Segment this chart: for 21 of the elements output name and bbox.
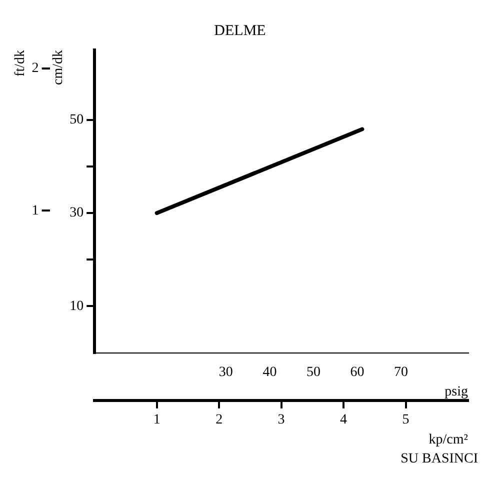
y2-tick-label: 1 [32, 203, 39, 218]
x2-tick-label: 70 [394, 364, 408, 380]
y-tick-label: 30 [70, 206, 84, 221]
x2-tick-label: 50 [306, 364, 320, 380]
y-axis-title: cm/dk [50, 50, 66, 85]
x-tick-label: 5 [402, 412, 410, 428]
x-tick-label: 1 [153, 412, 160, 428]
y2-tick-label: 2 [32, 61, 39, 76]
x-tick-label: 2 [216, 412, 223, 428]
y2-axis-title: ft/dk [13, 50, 28, 76]
chart-title: DELME [214, 22, 266, 39]
x2-tick-label: 30 [218, 364, 233, 380]
text: SU BASINCI [400, 452, 478, 467]
x2-tick-label: 40 [262, 364, 277, 380]
x2-tick-label: 60 [350, 364, 364, 380]
y-tick-label: 50 [70, 112, 84, 128]
y-tick-label: 10 [70, 298, 84, 314]
x-axis-title: kp/cm² [428, 432, 468, 448]
x-tick-label: 4 [340, 412, 348, 428]
x-tick-label: 3 [278, 412, 285, 428]
x2-axis-title: psig [444, 384, 468, 400]
